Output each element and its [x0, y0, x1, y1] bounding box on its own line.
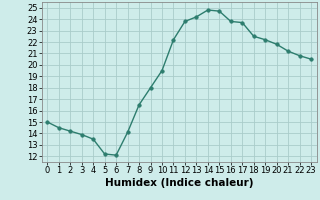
X-axis label: Humidex (Indice chaleur): Humidex (Indice chaleur): [105, 178, 253, 188]
